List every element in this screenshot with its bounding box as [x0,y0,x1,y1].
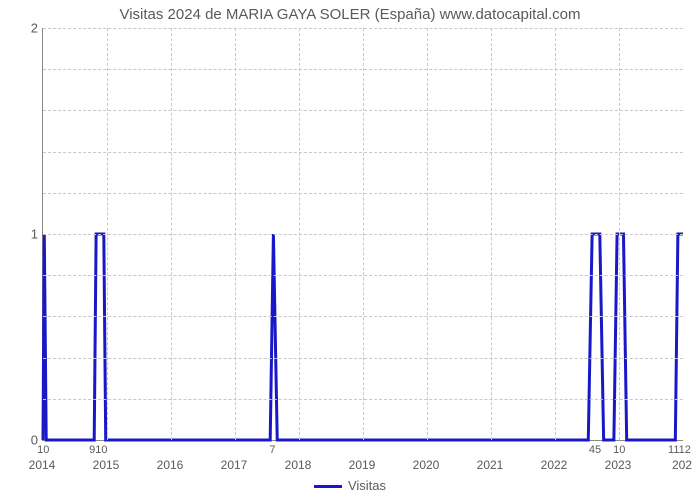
x-tick-label: 2016 [157,458,184,472]
grid-line-v [619,28,620,440]
chart-title: Visitas 2024 de MARIA GAYA SOLER (España… [0,6,700,23]
grid-line-v [299,28,300,440]
x-tick-label: 2017 [221,458,248,472]
plot-area [42,28,683,441]
grid-line-v [363,28,364,440]
grid-line-v [235,28,236,440]
grid-line-v [491,28,492,440]
y-tick-label: 0 [8,433,38,448]
x-tick-label: 2021 [477,458,504,472]
legend-label: Visitas [348,478,386,493]
grid-line-v [171,28,172,440]
y-tick-label: 1 [8,227,38,242]
x-tick-label: 2015 [93,458,120,472]
y-tick-label: 2 [8,21,38,36]
value-label: 45 [589,444,601,456]
value-label: 10 [613,444,625,456]
legend-swatch [314,485,342,488]
x-tick-label: 2014 [29,458,56,472]
x-tick-label-end: 202 [672,458,692,472]
x-tick-label: 2022 [541,458,568,472]
grid-line-v [107,28,108,440]
x-tick-label: 2019 [349,458,376,472]
value-label: 1112 [668,444,691,456]
grid-line-v [555,28,556,440]
grid-line-v [427,28,428,440]
value-label: 910 [89,444,107,456]
value-label: 10 [37,444,49,456]
chart-container: { "chart": { "type": "line", "title": "V… [0,0,700,500]
x-tick-label: 2023 [605,458,632,472]
legend: Visitas [0,478,700,493]
value-label: 7 [269,444,275,456]
x-tick-label: 2018 [285,458,312,472]
x-tick-label: 2020 [413,458,440,472]
